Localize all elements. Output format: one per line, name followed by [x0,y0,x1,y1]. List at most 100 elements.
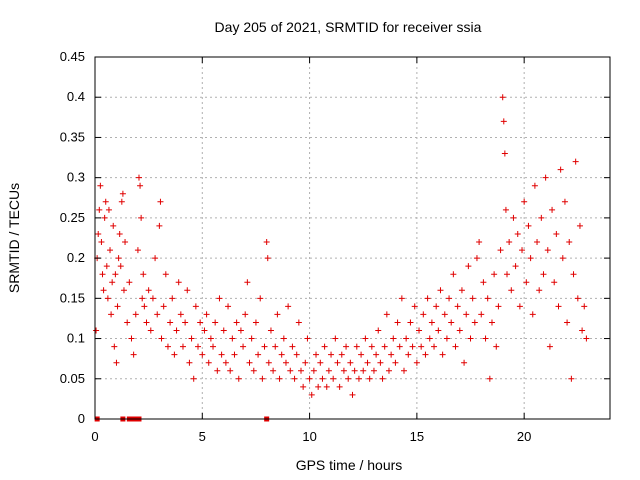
data-point [132,311,139,318]
data-point [566,239,573,246]
data-point [553,230,560,237]
data-point [330,375,337,382]
data-point [216,295,223,302]
data-point [381,343,388,350]
data-point [264,255,271,262]
data-point [454,303,461,310]
data-point [169,295,176,302]
data-point [128,335,135,342]
data-point [113,359,120,366]
data-point [310,367,317,374]
data-point [139,295,146,302]
data-point [263,239,270,246]
data-point [452,343,459,350]
data-point [190,375,197,382]
data-point [497,247,504,254]
data-point [108,311,115,318]
plot-frame [94,56,611,420]
data-point [493,343,500,350]
data-point [516,303,523,310]
data-point [244,279,251,286]
data-point [222,359,229,366]
data-point [160,303,167,310]
data-point [383,311,390,318]
data-point [179,343,186,350]
data-point [270,367,277,374]
data-point [229,335,236,342]
data-point [559,255,566,262]
data-point [167,319,174,326]
data-point [390,335,397,342]
data-point [149,295,156,302]
data-point [581,303,588,310]
data-point [237,327,244,334]
data-point [328,351,335,358]
data-point [98,239,105,246]
data-point [353,343,360,350]
data-point [321,343,328,350]
data-point [101,214,108,221]
data-point [583,335,590,342]
data-point [156,222,163,229]
data-point [334,359,341,366]
data-point [351,367,358,374]
data-point [422,351,429,358]
data-point [218,351,225,358]
data-point [373,351,380,358]
data-point [212,319,219,326]
data-point [93,327,100,334]
data-point [467,335,474,342]
data-point [551,279,558,286]
data-point [197,319,204,326]
data-point [242,311,249,318]
data-point [473,255,480,262]
data-point [561,198,568,205]
x-axis-label: GPS time / hours [296,457,403,473]
data-point [186,359,193,366]
data-point [107,247,114,254]
data-point [158,335,165,342]
grid-lines [95,57,610,419]
data-point [120,287,127,294]
data-point [576,222,583,229]
y-axis-ticks: 0 0.05 0.1 0.15 0.2 0.25 0.3 0.35 0.4 0.45 [60,49,610,426]
data-point [542,174,549,181]
data-point [529,311,536,318]
data-point [433,303,440,310]
data-point [574,295,581,302]
data-point [188,335,195,342]
data-point [458,287,465,294]
data-point [252,319,259,326]
data-point [499,94,506,101]
y-tick-label: 0.15 [60,290,85,305]
data-point [401,367,407,374]
data-point [110,222,117,229]
data-point [527,255,534,262]
y-tick-label: 0.45 [60,49,85,64]
data-point [482,335,489,342]
data-point [157,198,164,205]
y-tick-label: 0.2 [67,250,85,265]
data-point [280,335,287,342]
data-point [102,198,109,205]
data-point [343,343,350,350]
x-tick-label: 5 [199,429,206,444]
data-point [302,359,309,366]
data-point [138,214,145,221]
data-point [282,359,289,366]
data-point [358,351,365,358]
data-point [227,367,234,374]
data-point [143,319,150,326]
data-point [409,343,416,350]
data-point [114,303,121,310]
data-point [306,375,313,382]
data-point [97,182,104,189]
data-point [411,303,418,310]
data-point [210,343,217,350]
data-point [544,247,551,254]
data-point [323,383,330,390]
data-point [95,230,102,237]
data-point [248,335,255,342]
data-point [105,206,112,213]
data-point [96,206,103,213]
